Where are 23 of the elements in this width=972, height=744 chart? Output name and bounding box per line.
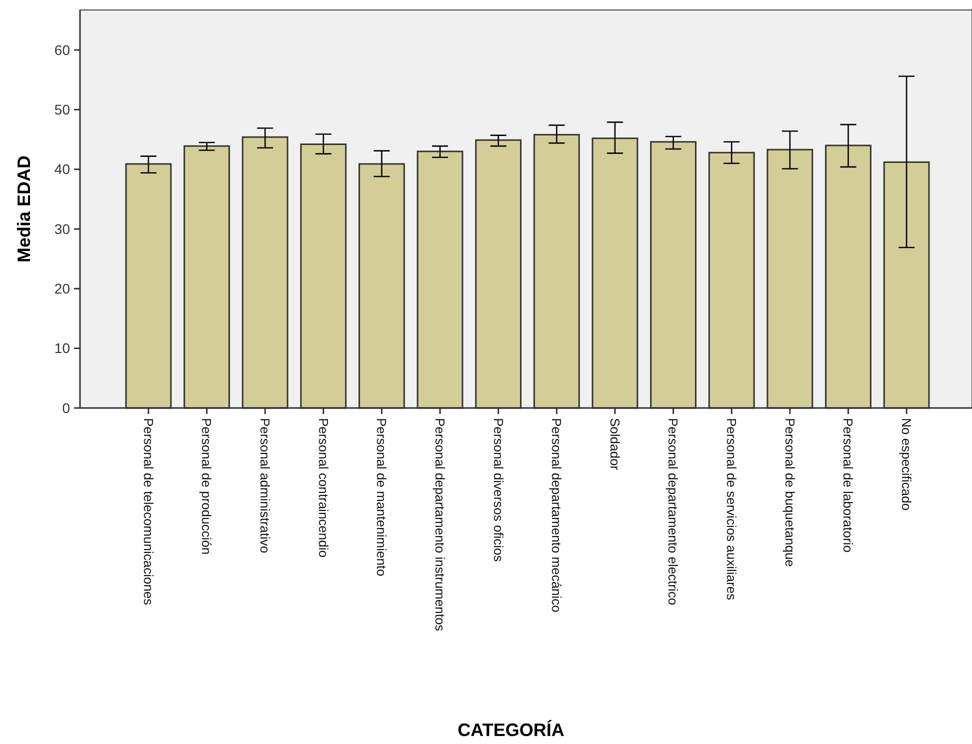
x-tick-label: Personal de mantenimiento <box>374 418 390 576</box>
y-tick-label: 40 <box>54 161 70 178</box>
x-tick-label: Personal de servicios auxiliares <box>724 418 740 601</box>
y-tick-label: 0 <box>62 400 70 416</box>
y-tick-label: 30 <box>54 220 70 237</box>
x-tick-label: Personal de laboratorio <box>840 418 856 552</box>
x-tick-label: Personal de buquetanque <box>782 418 798 567</box>
x-axis-title: CATEGORÍA <box>458 720 564 740</box>
x-tick-label: Personal diversos oficios <box>490 418 506 562</box>
y-tick-label: 20 <box>54 280 70 297</box>
y-tick-label: 60 <box>54 42 70 58</box>
x-tick-label: Personal de producción <box>199 418 214 555</box>
x-tick-label: Personal de telecomunicaciones <box>140 418 156 606</box>
y-tick-label: 10 <box>54 340 70 356</box>
x-tick-label: Soldador <box>607 418 622 471</box>
y-tick-label: 50 <box>54 102 70 118</box>
x-tick-label: Personal departamento instrumentos <box>432 418 448 632</box>
x-tick-label: No especificado <box>899 418 914 510</box>
x-tick-label: Personal administrativo <box>258 418 273 554</box>
x-tick-label: Personal contraincendio <box>316 418 331 558</box>
y-axis-title: Media EDAD <box>14 155 34 263</box>
x-tick-label: Personal departamento electrico <box>666 418 681 606</box>
x-tick-label: Personal departamento mecánico <box>549 418 564 612</box>
